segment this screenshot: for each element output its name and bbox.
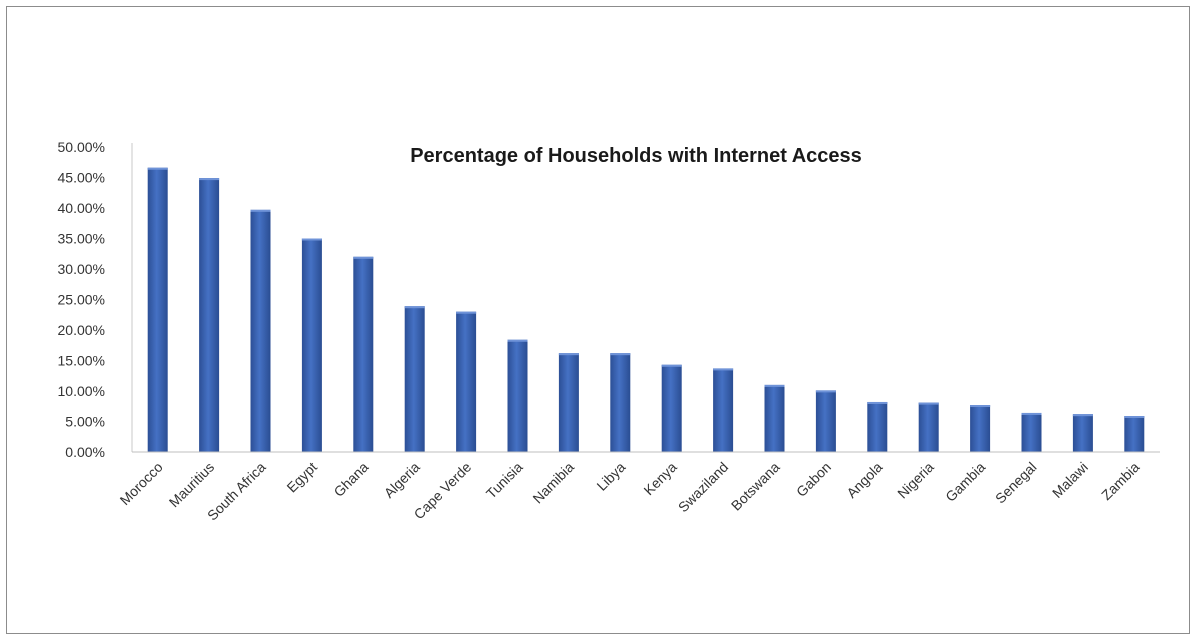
x-category-label: Egypt [283, 459, 320, 496]
x-category-label: Libya [593, 459, 628, 494]
y-tick-label: 20.00% [58, 322, 105, 338]
y-tick-label: 15.00% [58, 353, 105, 369]
x-category-label: Malawi [1049, 459, 1091, 501]
bar-top-highlight [867, 401, 888, 404]
x-category-label: Kenya [640, 459, 680, 499]
bar-top-highlight [970, 405, 991, 408]
x-category-label: Mauritius [166, 459, 217, 510]
bar-top-highlight [1021, 412, 1042, 415]
y-tick-label: 25.00% [58, 292, 105, 308]
x-category-label: Botswana [728, 459, 783, 514]
bars [147, 167, 1145, 453]
bar [1021, 412, 1042, 452]
chart-title: Percentage of Households with Internet A… [410, 145, 862, 167]
y-tick-label: 40.00% [58, 200, 105, 216]
bar [970, 405, 991, 452]
x-category-label: Tunisia [483, 459, 526, 502]
x-category-label: Gambia [942, 459, 988, 505]
y-tick-label: 0.00% [65, 444, 105, 460]
bar-top-highlight [815, 390, 836, 393]
y-tick-label: 10.00% [58, 383, 105, 399]
x-category-label: Nigeria [894, 459, 937, 502]
bar-top-highlight [404, 306, 425, 309]
bar [661, 364, 682, 452]
x-category-label: Zambia [1098, 459, 1142, 503]
bar [610, 353, 631, 452]
bar [867, 401, 888, 452]
x-category-label: Swaziland [675, 459, 731, 515]
bar-top-highlight [610, 353, 631, 356]
bar-top-highlight [250, 209, 271, 212]
x-category-label: Gabon [793, 459, 834, 500]
bar-top-highlight [1124, 416, 1145, 419]
bar [199, 178, 220, 453]
bar [250, 209, 271, 452]
x-category-label: Senegal [992, 459, 1040, 507]
bar [815, 390, 836, 452]
x-category-label: Namibia [529, 459, 577, 507]
bar [918, 402, 939, 452]
bar [1124, 416, 1145, 452]
x-category-label: Morocco [117, 459, 166, 508]
bar [1072, 414, 1093, 452]
bar-top-highlight [558, 353, 579, 356]
bar [404, 306, 425, 452]
bar-top-highlight [507, 339, 528, 342]
bar-top-highlight [147, 167, 168, 170]
bar-top-highlight [918, 402, 939, 405]
x-category-label: Angola [843, 459, 885, 501]
bar [558, 353, 579, 452]
bar [764, 384, 785, 452]
bar-top-highlight [301, 238, 322, 241]
y-tick-label: 30.00% [58, 261, 105, 277]
bar-top-highlight [456, 311, 477, 314]
bar-top-highlight [713, 368, 734, 371]
y-tick-label: 35.00% [58, 231, 105, 247]
bar [507, 339, 528, 452]
y-tick-label: 45.00% [58, 170, 105, 186]
y-tick-label: 50.00% [58, 139, 105, 155]
y-tick-label: 5.00% [65, 414, 105, 430]
bar [301, 238, 322, 452]
bar-top-highlight [1072, 414, 1093, 417]
bar [456, 311, 477, 452]
bar [353, 256, 374, 452]
bar-top-highlight [353, 256, 374, 259]
bar-top-highlight [661, 364, 682, 367]
bar-top-highlight [764, 384, 785, 387]
bar-top-highlight [199, 178, 220, 181]
bar [713, 368, 734, 452]
y-axis: 0.00% 5.00% 10.00% 15.00% 20.00% 25.00% 30.00%… [58, 139, 133, 460]
bar [147, 167, 168, 453]
x-category-label: Algeria [381, 459, 423, 501]
x-category-label: Ghana [330, 459, 371, 500]
